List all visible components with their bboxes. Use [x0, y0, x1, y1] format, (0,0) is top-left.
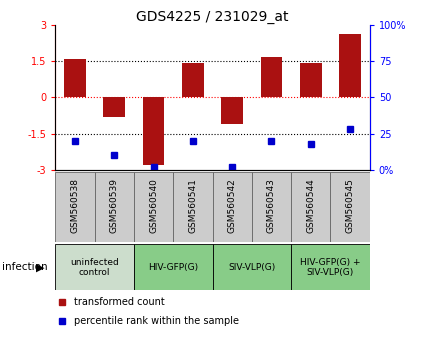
Bar [55, 172, 94, 242]
Text: GSM560545: GSM560545 [346, 178, 354, 233]
Bar [64, 59, 86, 97]
Bar [252, 172, 291, 242]
Text: percentile rank within the sample: percentile rank within the sample [74, 316, 239, 326]
Text: transformed count: transformed count [74, 297, 165, 307]
Bar [291, 244, 370, 290]
Bar [173, 172, 212, 242]
Text: GSM560538: GSM560538 [71, 178, 79, 233]
Bar [261, 57, 282, 97]
Text: uninfected
control: uninfected control [70, 258, 119, 277]
Bar [55, 244, 134, 290]
Text: HIV-GFP(G) +
SIV-VLP(G): HIV-GFP(G) + SIV-VLP(G) [300, 258, 361, 277]
Bar [134, 244, 212, 290]
Text: GSM560539: GSM560539 [110, 178, 119, 233]
Bar [291, 172, 331, 242]
Bar [103, 97, 125, 117]
Text: HIV-GFP(G): HIV-GFP(G) [148, 263, 198, 272]
Text: GSM560543: GSM560543 [267, 178, 276, 233]
Text: infection: infection [2, 262, 48, 272]
Text: ▶: ▶ [36, 262, 45, 272]
Text: GSM560541: GSM560541 [188, 178, 197, 233]
Bar [212, 244, 291, 290]
Text: SIV-VLP(G): SIV-VLP(G) [228, 263, 275, 272]
Bar [339, 34, 361, 97]
Bar [182, 63, 204, 97]
Text: GSM560542: GSM560542 [228, 178, 237, 233]
Text: GSM560540: GSM560540 [149, 178, 158, 233]
Bar [221, 97, 243, 124]
Bar [134, 172, 173, 242]
Bar [212, 172, 252, 242]
Bar [94, 172, 134, 242]
Title: GDS4225 / 231029_at: GDS4225 / 231029_at [136, 10, 289, 24]
Bar [331, 172, 370, 242]
Bar [300, 63, 322, 97]
Bar [143, 97, 164, 165]
Text: GSM560544: GSM560544 [306, 178, 315, 233]
